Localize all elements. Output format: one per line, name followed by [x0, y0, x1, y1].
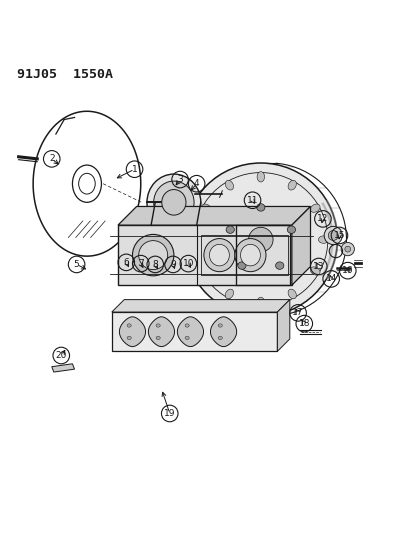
Text: 5: 5	[74, 260, 79, 269]
Ellipse shape	[310, 204, 319, 212]
Ellipse shape	[132, 235, 173, 276]
Ellipse shape	[127, 336, 131, 340]
Polygon shape	[291, 206, 310, 285]
Ellipse shape	[310, 267, 319, 275]
Ellipse shape	[203, 239, 235, 272]
Text: 17: 17	[292, 309, 303, 317]
Ellipse shape	[209, 244, 229, 266]
Ellipse shape	[201, 204, 211, 212]
Circle shape	[328, 230, 337, 240]
Ellipse shape	[153, 181, 194, 223]
Polygon shape	[119, 317, 145, 346]
Ellipse shape	[287, 289, 296, 299]
Text: 12: 12	[316, 214, 328, 223]
Ellipse shape	[127, 324, 131, 327]
Text: 3: 3	[177, 175, 183, 184]
Text: 8: 8	[152, 260, 158, 269]
Polygon shape	[148, 317, 174, 346]
Polygon shape	[112, 312, 277, 351]
Polygon shape	[277, 300, 289, 351]
Text: 15: 15	[333, 231, 344, 240]
Ellipse shape	[156, 324, 160, 327]
Polygon shape	[118, 206, 310, 225]
Text: 13: 13	[312, 262, 324, 271]
Ellipse shape	[287, 180, 296, 190]
Ellipse shape	[185, 336, 189, 340]
Ellipse shape	[201, 267, 211, 275]
Ellipse shape	[235, 239, 265, 272]
Polygon shape	[210, 317, 236, 346]
Ellipse shape	[225, 180, 233, 190]
Text: 1: 1	[131, 165, 137, 174]
Ellipse shape	[256, 297, 264, 308]
Ellipse shape	[248, 228, 273, 252]
Circle shape	[323, 227, 342, 245]
Ellipse shape	[239, 219, 281, 261]
Polygon shape	[177, 317, 203, 346]
Ellipse shape	[240, 244, 260, 266]
Ellipse shape	[225, 289, 233, 299]
Ellipse shape	[218, 336, 222, 340]
Ellipse shape	[192, 236, 203, 244]
Text: 9: 9	[170, 260, 176, 269]
Text: 2: 2	[49, 155, 55, 163]
Circle shape	[340, 243, 354, 256]
Text: 10: 10	[182, 259, 194, 268]
Ellipse shape	[218, 324, 222, 327]
Ellipse shape	[185, 324, 189, 327]
Ellipse shape	[184, 163, 337, 316]
Ellipse shape	[161, 190, 185, 215]
Text: 7: 7	[138, 259, 143, 268]
Polygon shape	[112, 300, 289, 312]
Ellipse shape	[237, 262, 245, 269]
Ellipse shape	[156, 336, 160, 340]
Ellipse shape	[138, 240, 167, 270]
Ellipse shape	[256, 172, 264, 182]
Ellipse shape	[287, 226, 295, 233]
Text: 16: 16	[341, 266, 353, 275]
Text: 4: 4	[193, 179, 199, 188]
Polygon shape	[118, 225, 291, 285]
Text: 11: 11	[246, 196, 258, 205]
Text: 19: 19	[164, 409, 175, 418]
Text: 20: 20	[55, 351, 67, 360]
Text: 91J05  1550A: 91J05 1550A	[17, 68, 112, 81]
Ellipse shape	[147, 174, 200, 231]
Text: 14: 14	[325, 274, 336, 284]
Circle shape	[344, 246, 350, 252]
Ellipse shape	[225, 226, 234, 233]
Ellipse shape	[318, 236, 328, 244]
Ellipse shape	[275, 262, 283, 269]
Polygon shape	[52, 364, 74, 372]
Ellipse shape	[256, 204, 264, 211]
Text: 6: 6	[123, 258, 129, 267]
Text: 18: 18	[298, 319, 309, 328]
